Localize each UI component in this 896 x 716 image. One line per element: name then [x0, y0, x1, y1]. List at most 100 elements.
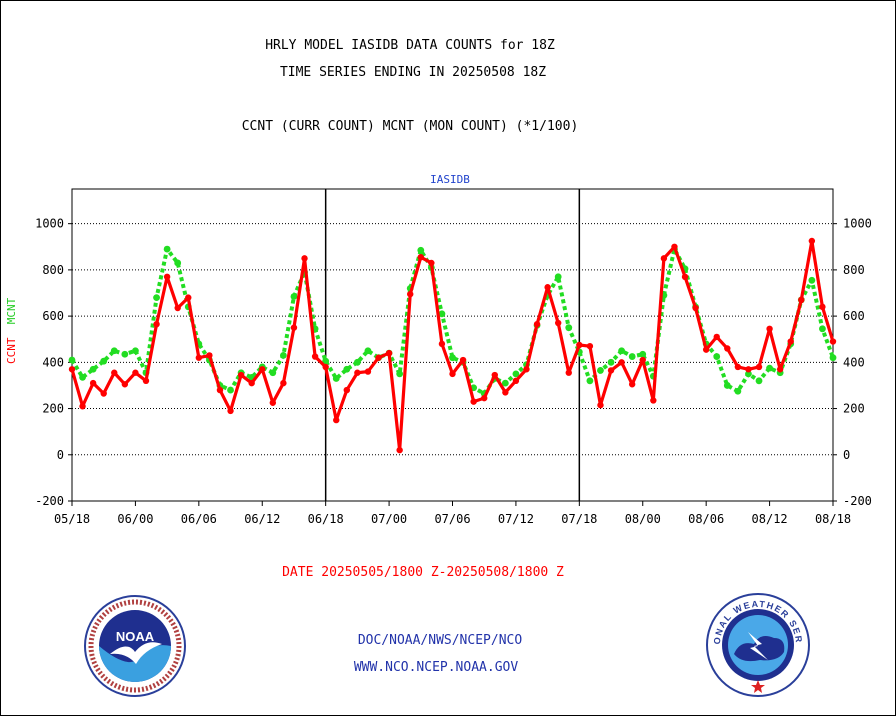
data-point-ccnt — [142, 377, 150, 385]
footer-org[interactable]: DOC/NOAA/NWS/NCEP/NCO — [357, 633, 523, 648]
data-point-ccnt — [565, 369, 572, 376]
data-point-ccnt — [259, 366, 266, 373]
data-point-ccnt — [597, 401, 604, 409]
data-point-ccnt — [100, 390, 107, 397]
data-point-ccnt — [628, 381, 636, 388]
y-tick-label-right: 600 — [843, 309, 865, 323]
y-tick-label-left: 200 — [42, 402, 64, 416]
data-point-ccnt — [798, 296, 805, 304]
data-point-mcnt — [618, 347, 626, 355]
data-point-mcnt — [512, 370, 520, 378]
y-tick-label-right: 800 — [843, 263, 865, 277]
data-point-mcnt — [565, 324, 573, 332]
nws-logo: NATIONAL WEATHER SERVICE — [704, 592, 810, 697]
data-point-mcnt — [110, 347, 118, 355]
data-point-ccnt — [660, 255, 668, 262]
data-point-ccnt — [311, 353, 319, 360]
data-point-mcnt — [132, 347, 139, 355]
data-point-ccnt — [333, 416, 340, 424]
data-point-ccnt — [523, 366, 530, 373]
data-point-ccnt — [618, 359, 625, 366]
data-point-ccnt — [745, 366, 752, 373]
data-point-mcnt — [734, 387, 742, 395]
data-point-mcnt — [269, 369, 277, 377]
data-point-mcnt — [364, 347, 372, 355]
data-point-ccnt — [121, 381, 129, 388]
y-tick-label-left: 0 — [57, 448, 64, 462]
data-point-ccnt — [185, 294, 192, 301]
data-point-ccnt — [544, 284, 551, 291]
data-point-mcnt — [766, 364, 773, 372]
data-point-mcnt — [100, 357, 108, 365]
data-point-ccnt — [407, 290, 414, 298]
data-point-mcnt — [153, 294, 160, 302]
data-point-ccnt — [354, 369, 361, 376]
data-point-mcnt — [607, 358, 615, 366]
data-point-ccnt — [829, 338, 837, 345]
data-point-mcnt — [290, 293, 298, 300]
data-point-ccnt — [111, 369, 118, 376]
data-point-ccnt — [163, 273, 171, 281]
data-point-mcnt — [279, 352, 287, 359]
x-tick-label: 06/12 — [244, 512, 280, 526]
data-point-mcnt — [829, 354, 837, 362]
x-tick-label: 07/18 — [561, 512, 597, 526]
data-point-ccnt — [438, 340, 446, 348]
data-point-mcnt — [322, 357, 330, 365]
chart-title-line2: TIME SERIES ENDING IN 20250508 18Z — [279, 65, 547, 80]
data-point-ccnt — [132, 369, 139, 376]
x-tick-label: 06/06 — [181, 512, 217, 526]
data-point-mcnt — [554, 273, 562, 281]
x-tick-label: 08/18 — [815, 512, 851, 526]
data-point-ccnt — [766, 325, 773, 333]
data-point-mcnt — [68, 356, 76, 364]
data-point-mcnt — [79, 373, 86, 381]
data-point-ccnt — [491, 371, 498, 379]
data-point-ccnt — [459, 356, 467, 364]
noaa-logo: NOAA — [84, 595, 186, 697]
data-point-ccnt — [470, 398, 477, 405]
data-point-ccnt — [776, 366, 784, 373]
data-point-ccnt — [322, 363, 329, 371]
data-point-mcnt — [396, 370, 404, 378]
footer-url[interactable]: WWW.NCO.NCEP.NOAA.GOV — [353, 660, 519, 675]
chart-title: HRLY MODEL IASIDB DATA COUNTS for 18Z — [265, 38, 555, 53]
data-point-ccnt — [681, 273, 689, 281]
data-point-ccnt — [280, 379, 287, 387]
data-point-ccnt — [89, 379, 97, 387]
data-point-ccnt — [428, 259, 435, 267]
data-point-ccnt — [449, 370, 456, 378]
y-tick-label-right: 400 — [843, 355, 865, 369]
y-tick-label-left: 600 — [42, 309, 64, 323]
data-point-ccnt — [269, 399, 277, 406]
data-point-mcnt — [808, 276, 816, 284]
y-tick-label-right: -200 — [843, 494, 872, 508]
data-point-ccnt — [481, 394, 488, 402]
y-tick-label-left: 1000 — [35, 217, 64, 231]
data-point-ccnt — [417, 253, 424, 261]
y-tick-label-left: 400 — [42, 355, 64, 369]
x-tick-label: 07/12 — [498, 512, 534, 526]
x-tick-label: 05/18 — [54, 512, 90, 526]
data-point-mcnt — [639, 350, 647, 358]
data-point-mcnt — [121, 350, 129, 358]
data-point-ccnt — [787, 338, 794, 345]
x-tick-label: 08/06 — [688, 512, 724, 526]
data-point-ccnt — [554, 319, 562, 327]
data-point-mcnt — [438, 310, 446, 318]
data-point-mcnt — [745, 370, 752, 378]
data-point-ccnt — [227, 407, 234, 415]
x-tick-label: 08/00 — [625, 512, 661, 526]
data-point-ccnt — [533, 321, 541, 328]
data-point-mcnt — [501, 379, 509, 387]
x-tick-label: 07/06 — [434, 512, 470, 526]
data-point-ccnt — [576, 341, 583, 349]
y-tick-label-right: 200 — [843, 402, 865, 416]
data-point-mcnt — [163, 245, 171, 253]
data-point-ccnt — [650, 397, 657, 404]
chart-subtitle: CCNT (CURR COUNT) MCNT (MON COUNT) (*1/1… — [241, 119, 579, 134]
data-point-ccnt — [248, 379, 255, 387]
data-point-ccnt — [607, 367, 615, 374]
data-point-ccnt — [512, 377, 520, 385]
data-point-ccnt — [702, 346, 710, 353]
